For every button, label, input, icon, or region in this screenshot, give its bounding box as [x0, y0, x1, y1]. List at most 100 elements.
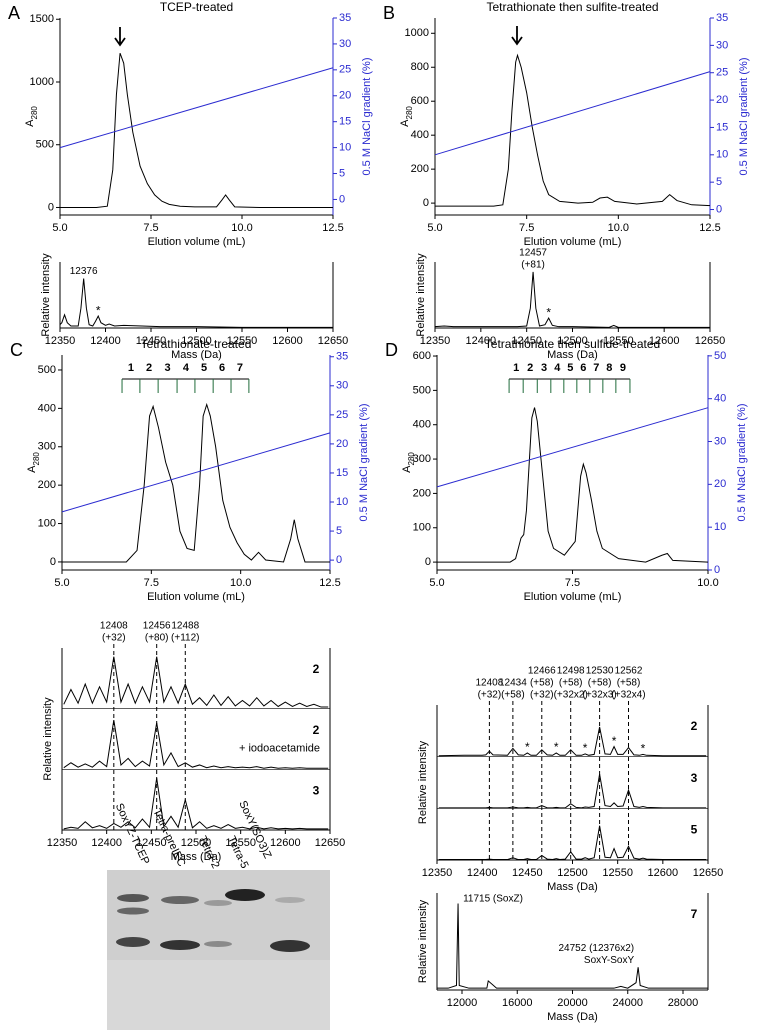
y-axis-label-subscript: 280 [32, 452, 41, 466]
x-tick-label: 12650 [315, 837, 346, 849]
fraction-label: 9 [620, 362, 626, 374]
fraction-label: 3 [541, 362, 547, 374]
y-axis-label: Relative intensity [42, 697, 54, 781]
data-line [59, 278, 333, 328]
y-axis-label: Relative intensity [417, 899, 429, 983]
panel-label: B [383, 3, 395, 23]
annotation: (+32x2) [554, 690, 588, 701]
x-tick-label: 7.5 [565, 577, 580, 589]
annotation: 12408 [100, 621, 128, 632]
annotation: (+58) [559, 678, 583, 689]
annotation: (+32x3) [583, 690, 617, 701]
x-axis-label: Elution volume (mL) [148, 236, 246, 248]
x-axis-label: Elution volume (mL) [524, 591, 622, 603]
data-line [438, 773, 707, 809]
annotation: (+32) [478, 690, 502, 701]
data-line [63, 777, 329, 830]
gel-image [107, 870, 330, 1030]
gel-band [117, 907, 149, 915]
y-tick-label: 800 [411, 61, 429, 73]
y-axis-label-text: A [399, 119, 411, 127]
y-axis-label: Relative intensity [417, 740, 429, 824]
y-tick-label: 100 [38, 517, 56, 529]
annotation: SoxY-SoxY [584, 955, 635, 966]
y-axis-label-text: Relative intensity [42, 697, 54, 781]
y-tick-label: 200 [411, 163, 429, 175]
annotation: 11715 (SoxZ) [463, 894, 523, 905]
data-line [436, 407, 709, 488]
y-tick-label: 200 [413, 487, 431, 499]
annotation: 12434 [499, 678, 527, 689]
x-axis-label: Elution volume (mL) [147, 591, 245, 603]
x-tick-label: 12400 [90, 335, 121, 347]
annotation: 24752 (12376x2) [559, 943, 635, 954]
row-label: 2 [313, 723, 320, 737]
x-tick-label: 12600 [272, 335, 303, 347]
annotation: (+112) [171, 633, 199, 644]
y2-tick-label: 15 [339, 116, 351, 128]
chart-title: Tetrathionate then sulfide-treated [485, 337, 660, 351]
y-tick-label: 1500 [30, 13, 54, 25]
x-tick-label: 12650 [693, 867, 724, 879]
y-tick-label: 1000 [405, 27, 429, 39]
fraction-label: 2 [146, 362, 152, 374]
x-tick-label: 12400 [466, 335, 497, 347]
y2-tick-label: 25 [336, 409, 348, 421]
annotation: (+32) [102, 633, 126, 644]
x-tick-label: 24000 [612, 997, 643, 1009]
data-line [62, 402, 330, 563]
x-tick-label: 12.5 [322, 222, 343, 234]
annotation: 12457 [519, 248, 547, 259]
y2-tick-label: 5 [716, 176, 722, 188]
data-line [59, 67, 334, 149]
annotation: 12456 [143, 621, 171, 632]
y2-axis-label: 0.5 M NaCl gradient (%) [361, 58, 373, 176]
y-tick-label: 0 [423, 197, 429, 209]
x-tick-label: 12450 [136, 335, 167, 347]
x-tick-label: 16000 [502, 997, 533, 1009]
gel-band [117, 894, 149, 902]
x-tick-label: 12.5 [699, 222, 720, 234]
data-line [435, 53, 711, 207]
x-axis-label: Elution volume (mL) [524, 236, 622, 248]
y2-tick-label: 35 [716, 12, 728, 24]
x-tick-label: 10.0 [697, 577, 718, 589]
annotation: 12376 [70, 266, 98, 277]
gel-band [204, 941, 232, 947]
x-tick-label: 12600 [648, 867, 679, 879]
x-tick-label: 10.0 [230, 577, 251, 589]
y2-tick-label: 10 [336, 496, 348, 508]
x-tick-label: 10.0 [608, 222, 629, 234]
annotation: 12408 [475, 678, 503, 689]
peak-arrow [511, 26, 523, 46]
annotation: (+81) [521, 260, 545, 271]
y-axis-label-text: Relative intensity [417, 740, 429, 824]
x-tick-label: 5.0 [54, 577, 69, 589]
peak-star: * [96, 303, 101, 317]
fraction-label: 6 [219, 362, 225, 374]
x-axis-label: Mass (Da) [547, 881, 598, 893]
y-tick-label: 500 [38, 364, 56, 376]
y2-tick-label: 5 [336, 525, 342, 537]
y-tick-label: 0 [48, 201, 54, 213]
y-tick-label: 500 [413, 384, 431, 396]
y-tick-label: 1000 [30, 76, 54, 88]
fraction-label: 2 [527, 362, 533, 374]
data-line [63, 720, 329, 769]
peak-star: * [641, 742, 646, 756]
x-tick-label: 12550 [602, 867, 633, 879]
y2-axis-label: 0.5 M NaCl gradient (%) [736, 404, 748, 522]
row-label: 2 [691, 719, 698, 733]
x-axis-label: Mass (Da) [547, 1011, 598, 1023]
annotation: (+32) [530, 690, 554, 701]
panel-label: A [8, 3, 20, 23]
y2-tick-label: 35 [336, 351, 348, 363]
x-tick-label: 12650 [318, 335, 349, 347]
x-tick-label: 12450 [511, 335, 542, 347]
y2-tick-label: 30 [339, 38, 351, 50]
x-tick-label: 12350 [420, 335, 451, 347]
data-line [60, 52, 333, 208]
annotation: (+58) [530, 678, 554, 689]
y2-tick-label: 0 [714, 564, 720, 576]
y-tick-label: 0 [425, 556, 431, 568]
